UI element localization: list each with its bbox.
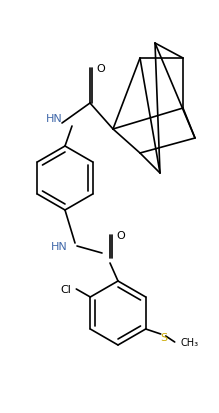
Text: HN: HN [51,242,67,252]
Text: CH₃: CH₃ [181,337,199,347]
Text: HN: HN [46,114,62,124]
Text: O: O [96,64,105,74]
Text: O: O [116,230,125,240]
Text: S: S [160,332,167,342]
Text: Cl: Cl [61,284,72,294]
